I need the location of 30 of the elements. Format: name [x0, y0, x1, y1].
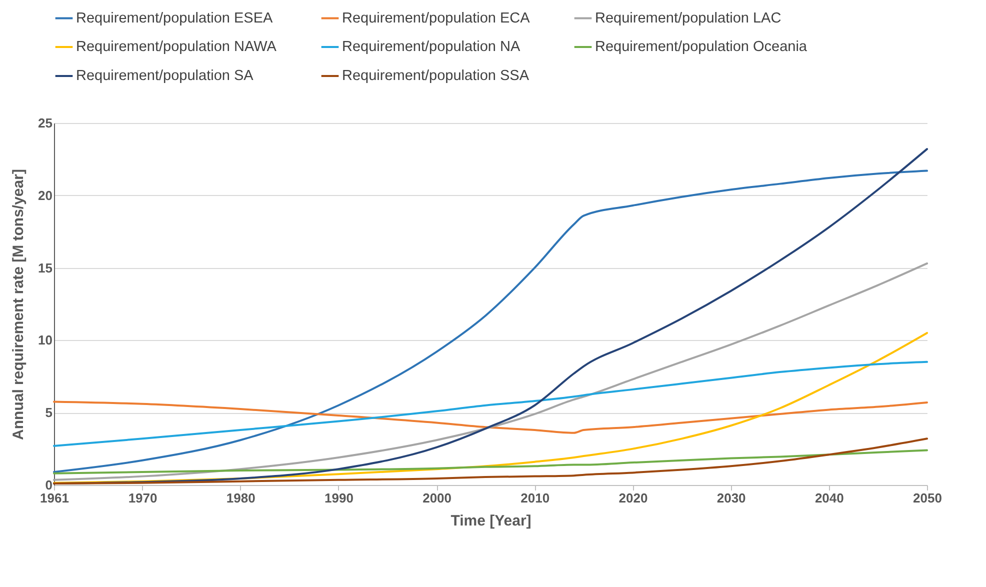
x-tick-label: 2000: [422, 490, 452, 506]
x-tick-label: 1990: [324, 490, 354, 506]
line-series: [53, 449, 928, 474]
x-tick-label: 2050: [913, 490, 942, 506]
x-tick-label: 1970: [128, 490, 158, 506]
x-tick-label: 1961: [40, 490, 69, 506]
legend-label: Requirement/population SA: [76, 68, 254, 84]
line-series: [53, 360, 928, 447]
y-tick-label: 5: [45, 405, 52, 420]
legend-label: Requirement/population ECA: [342, 10, 530, 26]
legend-label: Requirement/population NA: [342, 39, 520, 55]
line-series: [53, 400, 928, 434]
x-tick-label: 2040: [814, 490, 844, 506]
legend-label: Requirement/population LAC: [595, 10, 782, 26]
y-tick-label: 25: [38, 116, 52, 130]
y-tick-label: 0: [45, 478, 52, 492]
x-tick-label: 2010: [520, 490, 550, 506]
y-tick-label: 20: [38, 188, 52, 203]
y-tick-label: 10: [38, 332, 52, 348]
y-axis-title: Annual requirement rate [M tons/year]: [10, 169, 28, 440]
x-tick-label: 1980: [226, 490, 256, 506]
legend-label: Requirement/population SSA: [342, 68, 530, 84]
x-axis-title: Time [Year]: [450, 512, 532, 530]
legend-label: Requirement/population NAWA: [76, 39, 277, 55]
legend-label: Requirement/population Oceania: [595, 39, 808, 55]
line-series: [53, 262, 928, 481]
legend-label: Requirement/population ESEA: [76, 10, 274, 26]
x-tick-label: 2030: [716, 490, 746, 506]
x-tick-label: 2020: [618, 490, 648, 506]
y-tick-label: 15: [38, 260, 52, 276]
